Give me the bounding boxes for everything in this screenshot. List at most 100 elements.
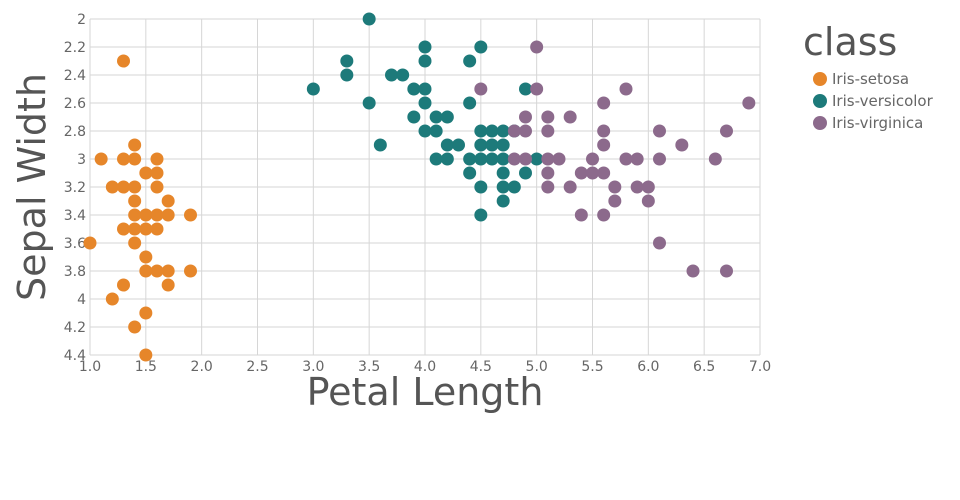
data-point [507,152,521,166]
data-point [541,152,555,166]
data-point [586,152,599,166]
data-point [429,124,443,138]
x-tick-label: 6.0 [637,359,659,375]
data-point [496,166,510,180]
data-point [396,68,410,82]
data-point [641,194,655,208]
x-tick-label: 4.0 [414,359,436,375]
data-point [530,82,544,96]
data-point [496,138,510,152]
data-point [474,180,488,194]
data-point [117,278,130,292]
legend-marker [813,72,827,86]
data-point [440,152,454,166]
data-point [653,152,666,166]
data-point [184,264,197,278]
data-point [128,152,142,166]
data-point [519,82,532,96]
data-point [463,166,477,180]
data-point [496,124,510,138]
data-point [686,264,700,278]
data-point [139,222,153,236]
data-point [519,124,532,138]
data-point [150,180,164,194]
x-tick-label: 3.0 [302,359,324,375]
data-point [675,138,689,152]
data-point [496,180,510,194]
legend-label: Iris-virginica [832,114,923,132]
data-point [619,152,633,166]
data-point [440,110,454,124]
y-tick-label: 2.2 [64,40,86,56]
legend-label: Iris-versicolor [832,92,934,110]
data-point [150,264,164,278]
data-point [720,264,733,278]
data-point [708,152,722,166]
x-axis-title: Petal Length [307,370,544,414]
y-tick-label: 3.2 [64,180,86,196]
data-point [597,166,611,180]
grid [89,18,761,356]
data-point [94,152,108,166]
data-point [474,152,488,166]
data-point [150,166,164,180]
legend: class Iris-setosa Iris-versicolor Iris-vir… [803,20,934,132]
x-tick-label: 1.5 [135,359,157,375]
data-point [597,96,611,110]
data-point [474,82,488,96]
data-point [83,236,97,250]
data-point [418,96,432,110]
data-point [139,250,153,264]
data-point [619,82,633,96]
y-tick-label: 4.4 [64,348,86,364]
data-point [474,208,488,222]
series-iris-setosa [83,54,197,362]
x-tick-label: 1.0 [79,359,101,375]
data-point [463,152,477,166]
data-point [362,96,376,110]
data-point [485,152,499,166]
data-point [150,222,164,236]
data-point [440,138,454,152]
y-axis-title: Sepal Width [10,73,54,301]
data-point [630,180,644,194]
data-point [597,208,611,222]
data-point [418,124,432,138]
data-point [452,138,465,152]
data-point [128,194,142,208]
data-point [128,208,142,222]
data-point [597,124,611,138]
data-point [720,124,733,138]
data-point [150,152,164,166]
data-point [496,194,510,208]
data-point [563,180,577,194]
data-point [128,236,142,250]
data-point [117,54,130,68]
data-point [463,54,477,68]
data-point [139,306,153,320]
data-point [608,194,622,208]
data-point [407,110,421,124]
data-point [161,208,175,222]
y-tick-label: 2 [77,12,86,28]
data-point [128,222,142,236]
data-point [418,82,432,96]
data-point [474,40,488,54]
data-point [474,138,488,152]
data-point [139,208,153,222]
data-point [653,236,666,250]
data-point [429,152,443,166]
data-point [653,124,666,138]
legend-marker [813,116,827,130]
data-point [385,68,398,82]
data-point [128,138,142,152]
data-point [641,180,655,194]
y-tick-label: 4.2 [64,320,86,336]
x-tick-label: 7.0 [749,359,771,375]
data-point [161,194,175,208]
y-tick-label: 4 [77,292,86,308]
y-tick-label: 2.6 [64,96,86,112]
data-point [418,40,432,54]
data-point [161,264,175,278]
